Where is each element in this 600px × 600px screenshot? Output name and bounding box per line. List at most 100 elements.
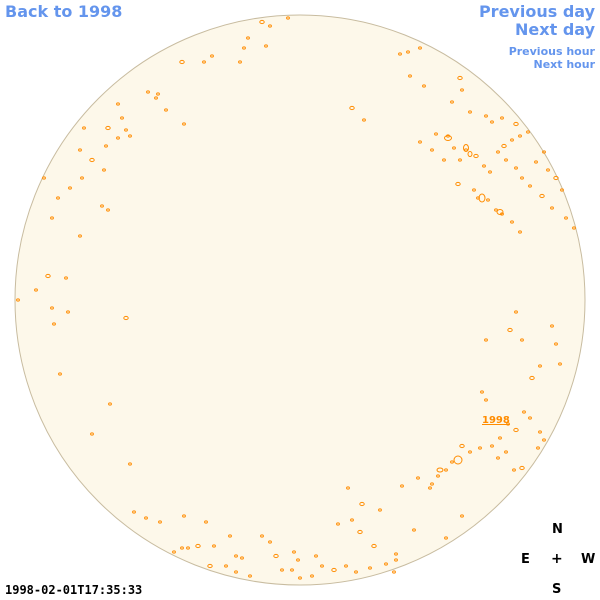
feature-contour xyxy=(473,153,479,159)
feature-contour xyxy=(496,150,500,154)
feature-contour xyxy=(120,116,124,120)
feature-contour xyxy=(452,146,456,150)
feature-contour xyxy=(104,144,108,148)
feature-contour xyxy=(528,184,532,188)
feature-contour xyxy=(368,566,372,570)
feature-contour xyxy=(246,36,250,40)
feature-contour xyxy=(442,158,446,162)
feature-contour xyxy=(80,176,84,180)
feature-contour xyxy=(520,176,524,180)
feature-contour xyxy=(156,92,160,96)
feature-contour xyxy=(501,143,507,149)
feature-contour xyxy=(460,514,464,518)
feature-contour xyxy=(78,234,82,238)
feature-contour xyxy=(298,576,302,580)
feature-contour xyxy=(422,84,426,88)
feature-contour xyxy=(542,438,546,442)
feature-contour xyxy=(180,546,184,550)
feature-contour xyxy=(290,568,294,572)
feature-contour xyxy=(212,544,216,548)
feature-contour xyxy=(378,508,382,512)
compass-south: S xyxy=(552,582,562,597)
feature-contour xyxy=(182,122,186,126)
feature-contour xyxy=(518,134,522,138)
feature-contour xyxy=(528,416,532,420)
feature-contour xyxy=(507,327,513,333)
feature-contour xyxy=(484,114,488,118)
feature-contour xyxy=(186,546,190,550)
feature-contour xyxy=(482,164,486,168)
feature-contour xyxy=(542,150,546,154)
feature-contour xyxy=(428,486,432,490)
feature-contour xyxy=(350,518,354,522)
feature-contour xyxy=(490,444,494,448)
feature-contour xyxy=(444,536,448,540)
next-hour-link[interactable]: Next hour xyxy=(533,58,596,71)
feature-contour xyxy=(310,574,314,578)
feature-contour xyxy=(488,170,492,174)
compass-center-cross: + xyxy=(551,551,563,567)
feature-contour xyxy=(550,206,554,210)
feature-contour xyxy=(172,550,176,554)
feature-contour xyxy=(224,564,228,568)
feature-contour xyxy=(536,446,540,450)
feature-contour xyxy=(558,362,562,366)
feature-contour xyxy=(522,410,526,414)
feature-contour xyxy=(158,520,162,524)
back-to-year-link[interactable]: Back to 1998 xyxy=(5,2,123,21)
feature-contour xyxy=(459,443,465,449)
feature-contour xyxy=(68,186,72,190)
feature-contour-large xyxy=(478,193,486,203)
feature-contour xyxy=(56,196,60,200)
feature-contour xyxy=(472,188,476,192)
previous-hour-link[interactable]: Previous hour xyxy=(508,45,595,58)
feature-contour xyxy=(430,482,434,486)
feature-contour xyxy=(144,516,148,520)
feature-contour xyxy=(89,157,95,163)
previous-day-link[interactable]: Previous day xyxy=(478,2,595,21)
feature-contour xyxy=(100,204,104,208)
feature-contour xyxy=(371,543,377,549)
feature-contour xyxy=(102,168,106,172)
feature-contour xyxy=(128,462,132,466)
feature-contour xyxy=(132,510,136,514)
active-region-label[interactable]: 1998 xyxy=(482,415,510,426)
next-day-link[interactable]: Next day xyxy=(515,20,595,39)
solar-disk-outline xyxy=(14,14,586,586)
feature-contour xyxy=(506,422,510,426)
feature-contour xyxy=(514,166,518,170)
feature-contour xyxy=(268,24,272,28)
feature-contour xyxy=(484,338,488,342)
feature-contour xyxy=(16,298,20,302)
feature-contour xyxy=(52,322,56,326)
feature-contour xyxy=(457,75,463,81)
feature-contour xyxy=(349,105,355,111)
feature-contour xyxy=(273,553,279,559)
feature-contour xyxy=(320,564,324,568)
feature-contour xyxy=(526,130,530,134)
feature-contour xyxy=(455,181,461,187)
feature-contour xyxy=(510,138,514,142)
compass-west: W xyxy=(581,552,596,567)
feature-contour xyxy=(228,534,232,538)
feature-contour xyxy=(128,134,132,138)
feature-contour xyxy=(500,116,504,120)
feature-contour xyxy=(314,554,318,558)
feature-contour xyxy=(560,188,564,192)
feature-contour xyxy=(116,136,120,140)
feature-contour xyxy=(116,102,120,106)
feature-contour xyxy=(154,96,158,100)
feature-contour xyxy=(146,90,150,94)
feature-contour xyxy=(513,121,519,127)
feature-contour xyxy=(346,486,350,490)
feature-contour xyxy=(292,550,296,554)
feature-contour xyxy=(514,310,518,314)
feature-contour xyxy=(331,567,337,573)
feature-contour xyxy=(234,570,238,574)
feature-contour xyxy=(394,558,398,562)
feature-contour-large xyxy=(453,455,463,465)
feature-contour xyxy=(520,338,524,342)
feature-contour xyxy=(354,570,358,574)
feature-contour xyxy=(490,120,494,124)
